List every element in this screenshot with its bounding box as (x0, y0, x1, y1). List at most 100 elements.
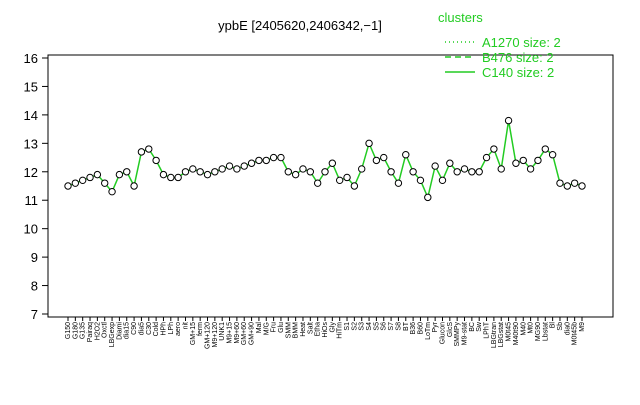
y-tick-label: 8 (31, 279, 38, 294)
x-tick-label: Salt (307, 322, 314, 334)
data-point (255, 156, 263, 165)
data-point (570, 179, 579, 187)
x-tick-label: GM+120 (205, 322, 212, 349)
x-tick-label: M/G (263, 322, 270, 335)
data-point (519, 156, 527, 165)
x-tick-label: M0t45 (506, 322, 513, 342)
data-point (387, 168, 395, 176)
legend-label: B476 size: 2 (482, 50, 554, 65)
data-point (159, 170, 168, 179)
data-point (218, 165, 226, 173)
data-point (490, 145, 498, 153)
x-tick-label: M9+15 (227, 322, 234, 344)
data-point (431, 162, 439, 170)
data-point (196, 168, 204, 176)
data-point (563, 182, 572, 190)
data-point (277, 153, 285, 162)
data-point (365, 139, 373, 148)
data-point (358, 165, 366, 173)
y-tick-label: 7 (31, 307, 38, 322)
y-tick-label: 15 (24, 79, 38, 94)
x-tick-label: UNK1 (219, 322, 226, 341)
x-tick-label: M9+60 (234, 322, 241, 344)
x-tick-label: aero (175, 322, 182, 336)
y-tick-label: 12 (24, 165, 38, 180)
data-point (101, 179, 109, 187)
chart-title: ypbE [2405620,2406342,−1] (218, 18, 382, 33)
x-tick-label: Etha (315, 322, 322, 337)
data-point (115, 170, 124, 179)
data-point (416, 176, 425, 185)
data-point (225, 162, 234, 170)
data-point (64, 182, 72, 190)
x-tick-label: S6 (381, 322, 388, 331)
x-tick-label: M0t45b (572, 322, 579, 345)
x-tick-label: SMM (285, 322, 292, 339)
x-tick-label: Sb (557, 322, 564, 331)
data-point (93, 170, 102, 179)
x-tick-label: G180 (72, 322, 79, 339)
x-tick-label: M9-stat (462, 322, 469, 345)
data-point (123, 168, 131, 176)
data-point (482, 153, 491, 162)
data-point (424, 193, 432, 202)
data-point (548, 151, 557, 159)
x-tick-label: HiOs (322, 322, 329, 338)
data-point (475, 168, 483, 176)
x-tick-label: B60 (417, 322, 424, 335)
x-tick-label: Fru (271, 322, 278, 333)
y-tick-label: 11 (25, 193, 39, 208)
data-point (291, 170, 300, 179)
data-point (108, 187, 116, 196)
x-tick-label: SMMPy (454, 322, 461, 347)
plot-frame (47, 54, 614, 318)
data-point (174, 173, 182, 182)
data-point (284, 168, 292, 176)
data-point (262, 156, 270, 165)
data-point (526, 165, 535, 173)
data-point (350, 182, 359, 190)
y-tick-label: 16 (24, 51, 38, 66)
data-point (71, 179, 80, 187)
x-tick-label: LPh (168, 322, 175, 335)
x-tick-label: nit (182, 322, 189, 329)
x-tick-label: LBGexp (109, 322, 116, 347)
data-point (534, 156, 542, 165)
legend-label: C140 size: 2 (482, 65, 554, 80)
data-point (402, 151, 410, 159)
x-tick-label: BC (469, 322, 476, 332)
y-tick-label: 9 (31, 250, 38, 265)
data-point (145, 145, 153, 153)
x-tick-label: Lbstat (542, 322, 549, 341)
data-point (335, 176, 344, 185)
data-point (233, 165, 241, 173)
data-point (240, 162, 248, 170)
x-tick-label: LBGtran (491, 322, 498, 348)
x-tick-label: S8 (395, 322, 402, 331)
data-point (130, 182, 138, 190)
x-tick-label: HiTm (337, 322, 344, 339)
x-tick-label: LPhT (484, 321, 491, 338)
x-tick-label: Oxctl (102, 322, 109, 338)
data-point (181, 168, 190, 176)
x-tick-label: GM+15 (190, 322, 197, 345)
x-tick-label: M9+120 (212, 322, 219, 348)
x-tick-label: LBGstat (498, 322, 505, 347)
data-point (446, 159, 454, 167)
data-point (306, 168, 315, 176)
x-tick-label: Sw (476, 321, 483, 332)
x-tick-label: C30 (146, 322, 153, 335)
data-line (67, 120, 583, 200)
legend-title: clusters (438, 10, 483, 25)
x-tick-label: Gly (329, 322, 336, 333)
x-tick-label: Diami (116, 322, 123, 340)
data-point (152, 156, 160, 165)
x-tick-label: HPh (160, 322, 167, 336)
data-point (438, 176, 447, 185)
data-point (299, 165, 307, 173)
x-tick-label: Pyr (432, 321, 439, 332)
data-point (137, 148, 146, 156)
x-tick-label: Heat (300, 322, 307, 337)
x-tick-label: ferm (197, 322, 204, 336)
